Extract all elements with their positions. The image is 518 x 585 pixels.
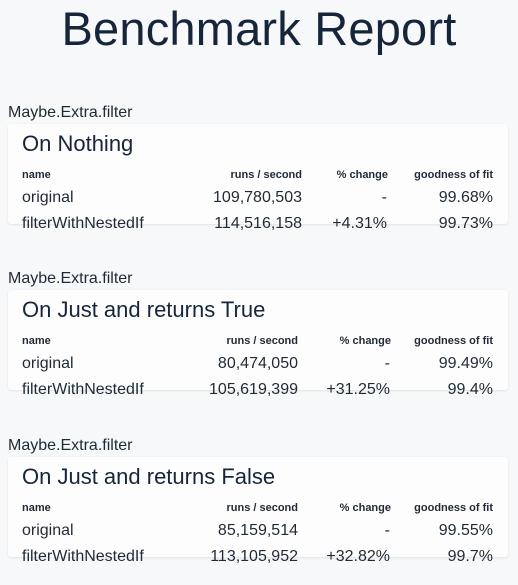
- benchmark-card: On Nothing name runs / second % change g…: [8, 124, 508, 232]
- row-name: original: [22, 522, 74, 539]
- benchmark-title: On Nothing: [22, 131, 134, 156]
- column-header-name: name: [22, 502, 51, 514]
- column-header-change: % change: [336, 169, 388, 181]
- row-runs: 85,159,514: [217, 522, 298, 539]
- row-fit: 99.55%: [438, 522, 493, 539]
- benchmark-group: Maybe.Extra.filter On Just and returns F…: [0, 437, 518, 565]
- row-name: filterWithNestedIf: [22, 548, 144, 565]
- group-label: Maybe.Extra.filter: [8, 104, 133, 121]
- benchmark-group: Maybe.Extra.filter On Nothing name runs …: [0, 104, 518, 232]
- row-runs: 114,516,158: [214, 215, 302, 232]
- benchmark-title: On Just and returns False: [22, 464, 276, 489]
- column-header-name: name: [22, 169, 51, 181]
- page-title: Benchmark Report: [61, 2, 457, 55]
- row-fit: 99.73%: [438, 215, 493, 232]
- group-label: Maybe.Extra.filter: [8, 270, 133, 287]
- row-runs: 113,105,952: [210, 548, 298, 565]
- row-name: original: [22, 189, 74, 206]
- row-change: +31.25%: [326, 381, 390, 398]
- row-runs: 109,780,503: [213, 189, 302, 206]
- row-fit: 99.7%: [447, 548, 493, 565]
- benchmark-title: On Just and returns True: [22, 297, 266, 322]
- row-name: filterWithNestedIf: [22, 215, 144, 232]
- benchmark-card: On Just and returns True name runs / sec…: [8, 290, 508, 398]
- column-header-change: % change: [339, 502, 391, 514]
- row-change: -: [381, 189, 387, 206]
- column-header-fit: goodness of fit: [414, 335, 493, 347]
- row-runs: 80,474,050: [217, 355, 298, 372]
- row-change: -: [384, 522, 390, 539]
- row-fit: 99.4%: [447, 381, 493, 398]
- row-name: original: [22, 355, 74, 372]
- row-change: +4.31%: [332, 215, 387, 232]
- row-fit: 99.68%: [438, 189, 493, 206]
- column-header-change: % change: [339, 335, 391, 347]
- column-header-runs: runs / second: [226, 502, 298, 514]
- row-name: filterWithNestedIf: [22, 381, 144, 398]
- benchmark-group: Maybe.Extra.filter On Just and returns T…: [0, 270, 518, 398]
- benchmark-card: On Just and returns False name runs / se…: [8, 457, 508, 565]
- row-change: -: [384, 355, 390, 372]
- row-change: +32.82%: [326, 548, 390, 565]
- column-header-fit: goodness of fit: [414, 502, 493, 514]
- column-header-name: name: [22, 335, 51, 347]
- row-fit: 99.49%: [438, 355, 493, 372]
- group-label: Maybe.Extra.filter: [8, 437, 133, 454]
- column-header-runs: runs / second: [226, 335, 298, 347]
- column-header-runs: runs / second: [230, 169, 302, 181]
- row-runs: 105,619,399: [209, 381, 298, 398]
- column-header-fit: goodness of fit: [414, 169, 493, 181]
